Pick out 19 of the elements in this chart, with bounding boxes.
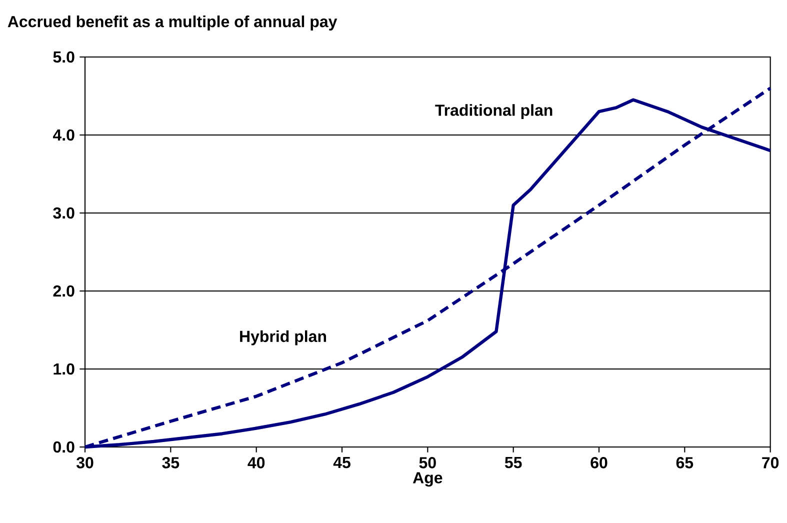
series-label: Hybrid plan bbox=[240, 330, 326, 346]
x-tick-label: 50 bbox=[419, 457, 436, 468]
y-tick-label: 4.0 bbox=[52, 129, 74, 141]
y-tick-label: 0.0 bbox=[53, 441, 74, 453]
x-tick-label: 65 bbox=[676, 457, 694, 468]
y-tick-label: 5.0 bbox=[53, 51, 74, 63]
x-tick-label: 60 bbox=[590, 457, 608, 468]
x-axis-title: Age bbox=[412, 472, 442, 487]
x-tick-label: 55 bbox=[504, 457, 522, 468]
x-tick-label: 40 bbox=[248, 457, 265, 468]
y-tick-label: 1.0 bbox=[54, 363, 74, 375]
y-tick-label: 2.0 bbox=[53, 285, 74, 297]
x-tick-label: 35 bbox=[162, 457, 180, 468]
chart-title: Accrued benefit as a multiple of annual pay bbox=[8, 16, 338, 30]
x-tick-label: 45 bbox=[333, 457, 350, 468]
x-tick-label: 70 bbox=[762, 457, 779, 468]
series-label: Traditional plan bbox=[435, 104, 552, 120]
y-tick-label: 3.0 bbox=[53, 207, 74, 219]
x-tick-label: 30 bbox=[76, 457, 94, 468]
